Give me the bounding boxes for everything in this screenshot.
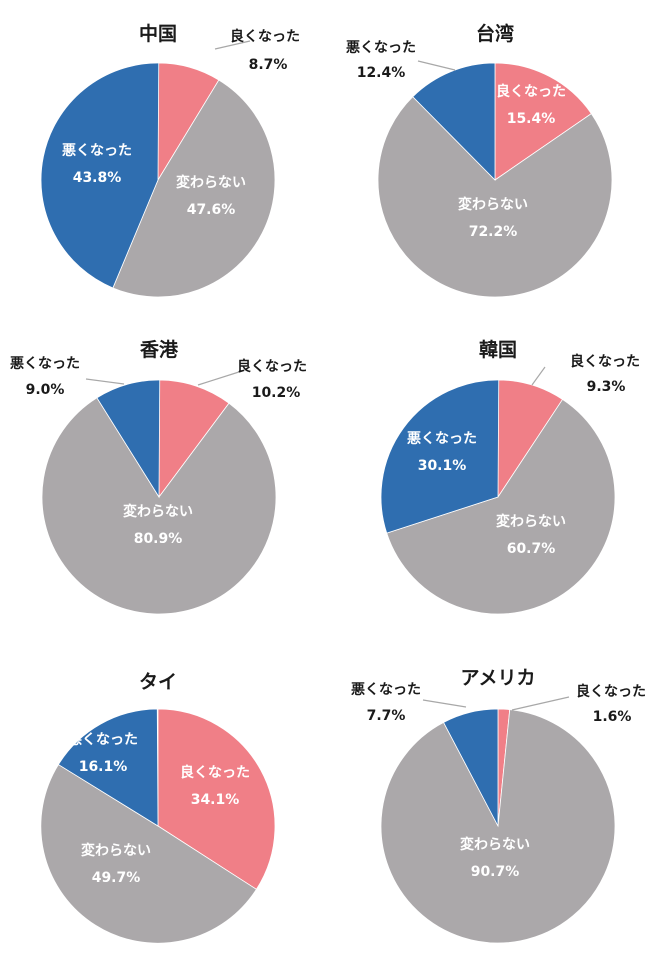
slice-value-bad: 9.0% <box>26 382 65 398</box>
pie-chart-1: 中国 良くなった 8.7% 変わらない 47.6% 悪くなった 43.8% <box>40 22 300 298</box>
slice-value-good: 9.3% <box>587 379 626 395</box>
slice-value-bad: 43.8% <box>73 170 122 186</box>
slice-label-bad: 悪くなった <box>407 431 477 447</box>
slice-value-good: 8.7% <box>249 57 288 73</box>
slice-value-good: 10.2% <box>252 385 301 401</box>
slice-label-good: 良くなった <box>496 83 566 100</box>
slice-label-bad: 悪くなった <box>346 40 416 56</box>
leader-line <box>511 696 570 711</box>
slice-value-good: 34.1% <box>191 792 240 808</box>
slice-label-good: 良くなった <box>180 764 250 781</box>
leader-line <box>417 60 456 71</box>
slice-value-unchanged: 90.7% <box>471 864 520 880</box>
pie-slice-bad <box>380 379 500 534</box>
slice-label-unchanged: 変わらない <box>81 842 151 859</box>
pie-slice-unchanged <box>112 79 276 298</box>
slice-label-unchanged: 変わらない <box>496 513 566 530</box>
pie-slice-bad <box>57 708 159 827</box>
chart-title: 香港 <box>139 339 179 361</box>
slice-label-unchanged: 変わらない <box>458 196 528 213</box>
slice-value-unchanged: 72.2% <box>469 224 518 240</box>
pie-slice-bad <box>40 62 160 289</box>
chart-title: アメリカ <box>460 667 535 689</box>
pie-slice-bad <box>443 708 499 827</box>
slice-label-bad: 悪くなった <box>10 356 80 372</box>
leader-line <box>531 366 546 386</box>
leader-line <box>197 370 243 386</box>
pie-slice-good <box>494 62 592 181</box>
slice-value-bad: 16.1% <box>79 759 128 775</box>
slice-value-bad: 12.4% <box>357 65 406 81</box>
slice-value-good: 1.6% <box>593 709 632 725</box>
pie-slice-unchanged <box>41 397 277 615</box>
pie-slice-unchanged <box>40 763 257 944</box>
slice-label-bad: 悪くなった <box>68 732 138 748</box>
slice-label-unchanged: 変わらない <box>123 503 193 520</box>
slice-label-good: 良くなった <box>570 353 640 370</box>
slice-value-bad: 30.1% <box>418 458 467 474</box>
pie-slice-bad <box>96 379 161 499</box>
slice-label-good: 良くなった <box>237 358 307 375</box>
slice-value-good: 15.4% <box>507 111 556 127</box>
chart-title: 韓国 <box>479 338 517 361</box>
pie-slice-unchanged <box>386 398 616 615</box>
slice-value-unchanged: 60.7% <box>507 541 556 557</box>
slice-label-unchanged: 変わらない <box>460 836 530 853</box>
chart-title: 中国 <box>139 22 177 45</box>
leader-line <box>214 40 251 50</box>
pie-slice-good <box>157 708 276 890</box>
slice-value-bad: 7.7% <box>367 708 406 724</box>
slice-value-unchanged: 47.6% <box>187 202 236 218</box>
pie-slice-bad <box>412 62 496 181</box>
pie-slice-unchanged <box>380 709 616 944</box>
slice-label-bad: 悪くなった <box>62 143 132 159</box>
chart-title: タイ <box>139 671 177 693</box>
slice-value-unchanged: 49.7% <box>92 870 141 886</box>
pie-slice-unchanged <box>377 96 613 298</box>
slice-label-bad: 悪くなった <box>351 682 421 698</box>
slice-value-unchanged: 80.9% <box>134 531 183 547</box>
slice-label-good: 良くなった <box>230 28 300 45</box>
slice-label-unchanged: 変わらない <box>176 174 246 191</box>
slice-label-good: 良くなった <box>576 683 646 700</box>
pie-slice-good <box>158 379 230 499</box>
chart-title: 台湾 <box>476 22 514 45</box>
leader-line <box>422 699 467 708</box>
leader-line <box>85 378 125 385</box>
